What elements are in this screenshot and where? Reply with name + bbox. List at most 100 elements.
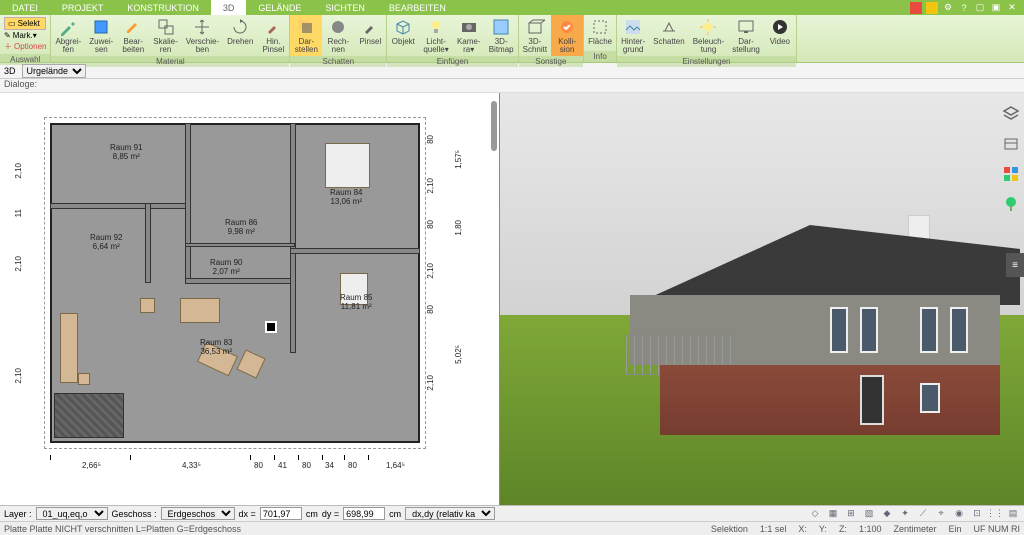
selekt-button[interactable]: ▭ Selekt [4,17,46,30]
ribbon-btn-collision[interactable]: Kolli- sion [551,15,583,56]
terrain-select[interactable]: Urgelände [22,64,86,78]
tree-icon[interactable] [1000,193,1022,215]
optionen-button[interactable]: ＋ Optionen [4,41,46,52]
menu-tab-3d[interactable]: 3D [211,0,247,15]
tool-icon[interactable]: ⊡ [970,507,984,521]
tool-icon[interactable]: ⋮⋮ [988,507,1002,521]
ribbon-btn-brush2[interactable]: Pinsel [354,15,386,56]
ribbon-btn-display[interactable]: Dar- stellung [728,15,764,56]
dy-unit: cm [389,509,401,519]
dim-label: 34 [325,461,334,470]
drawer-toggle[interactable]: ≡ [1006,253,1024,277]
menu-tab-sichten[interactable]: SICHTEN [313,0,377,15]
menu-tab-bearbeiten[interactable]: BEARBEITEN [377,0,458,15]
settings-icon[interactable]: ⚙ [942,2,954,14]
theme-icon[interactable] [910,2,922,14]
collision-icon [557,17,577,37]
menu-tab-konstruktion[interactable]: KONSTRUKTION [115,0,211,15]
ribbon-btn-bitmap[interactable]: 3D- Bitmap [485,15,518,56]
window [950,307,968,353]
palette-icon[interactable] [1000,163,1022,185]
menu-tab-datei[interactable]: DATEI [0,0,50,15]
ribbon-btn-rotate[interactable]: Drehen [223,15,257,56]
dim-label: 80 [426,135,435,144]
camera-icon [459,17,479,37]
dim-label: 80 [426,305,435,314]
ribbon-btn-eyedrop[interactable]: Abgrei- fen [51,15,85,56]
tool-icon[interactable]: ◆ [880,507,894,521]
ribbon-btn-video[interactable]: Video [764,15,796,56]
ribbon-btn-label: Zuwei- sen [89,38,113,54]
ribbon-btn-scale[interactable]: Skalie- ren [149,15,181,56]
dim-label: 1,64⁵ [386,461,405,470]
main-split: Raum 91 8,85 m²Raum 92 6,64 m²Raum 86 9,… [0,93,1024,505]
dim-label: 80 [348,461,357,470]
window [860,307,878,353]
geschoss-select[interactable]: Erdgeschos [161,507,235,520]
wall [185,278,295,284]
furniture-icon[interactable] [1000,133,1022,155]
ribbon-btn-move[interactable]: Verschie- ben [182,15,223,56]
ribbon-btn-light[interactable]: Beleuch- tung [689,15,729,56]
ribbon-btn-bg[interactable]: Hinter- grund [617,15,649,56]
ribbon-btn-bulb[interactable]: Licht- quelle▾ [419,15,452,56]
tool-icon[interactable]: ✦ [898,507,912,521]
ribbon-btn-shadow3[interactable]: Schatten [649,15,689,56]
3d-view-pane[interactable]: ≡ [500,93,1024,505]
ribbon-btn-assign[interactable]: Zuwei- sen [85,15,117,56]
wall [290,123,296,353]
tool-icon[interactable]: ▤ [1006,507,1020,521]
layers-icon[interactable] [1000,103,1022,125]
bitmap-icon [491,17,511,37]
brush-icon [263,17,283,37]
ribbon-btn-label: Rech- nen [328,38,349,54]
input-row: Layer : 01_uq,eq,o Geschoss : Erdgeschos… [0,505,1024,521]
status-bar: Platte Platte NICHT verschnitten L=Platt… [0,521,1024,535]
menu-tab-projekt[interactable]: PROJEKT [50,0,116,15]
scrollbar-vertical[interactable] [491,101,497,151]
status-item: X: [798,524,807,534]
ribbon-btn-brush[interactable]: Hin. Pinsel [257,15,289,56]
selection-marker[interactable] [265,321,277,333]
menu-tab-gelaende[interactable]: GELÄNDE [246,0,313,15]
ribbon-btn-cube[interactable]: Objekt [387,15,419,56]
dy-input[interactable] [343,507,385,520]
ribbon-btn-label: Kolli- sion [558,38,576,54]
rotate-icon [230,17,250,37]
ribbon-btn-edit[interactable]: Bear- beiten [117,15,149,56]
mark-button[interactable]: ✎ Mark.▾ [4,31,46,40]
sofa [180,298,220,323]
dim-label: 5,02⁵ [454,345,463,364]
ribbon-btn-label: Kame- ra▾ [457,38,481,54]
ribbon-btn-camera[interactable]: Kame- ra▾ [453,15,485,56]
tool-icon[interactable]: ◇ [808,507,822,521]
ribbon-btn-shadow1[interactable]: Dar- stellen [290,15,322,56]
tool-icon[interactable]: ▧ [862,507,876,521]
help-icon[interactable]: ? [958,2,970,14]
chair [78,373,90,385]
ribbon-btn-area[interactable]: Fläche [584,15,616,51]
group-label: Einfügen [387,56,517,67]
titlebar-right-icons: ⚙ ? ▢ ▣ ✕ [910,2,1024,14]
tool-icon[interactable]: ⌖ [934,507,948,521]
tool-icon[interactable]: ⊞ [844,507,858,521]
dialog-bar: Dialoge: [0,79,1024,93]
floorplan-pane[interactable]: Raum 91 8,85 m²Raum 92 6,64 m²Raum 86 9,… [0,93,500,505]
ribbon-btn-shadow2[interactable]: Rech- nen [322,15,354,56]
cut3d-icon [525,17,545,37]
layer-select[interactable]: 01_uq,eq,o [36,507,108,520]
ribbon-btn-cut3d[interactable]: 3D- Schnitt [519,15,551,56]
ribbon-btn-label: Abgrei- fen [55,38,81,54]
layout-icon[interactable] [926,2,938,14]
wall [50,203,190,209]
mode-select[interactable]: dx,dy (relativ ka [405,507,495,520]
maximize-icon[interactable]: ▣ [990,2,1002,14]
tool-icon[interactable]: ▦ [826,507,840,521]
dx-input[interactable] [260,507,302,520]
close-icon[interactable]: ✕ [1006,2,1018,14]
tool-icon[interactable]: ⟋ [916,507,930,521]
minimize-icon[interactable]: ▢ [974,2,986,14]
tool-icon[interactable]: ◉ [952,507,966,521]
dim-label: 2,10 [14,163,23,179]
assign-icon [91,17,111,37]
